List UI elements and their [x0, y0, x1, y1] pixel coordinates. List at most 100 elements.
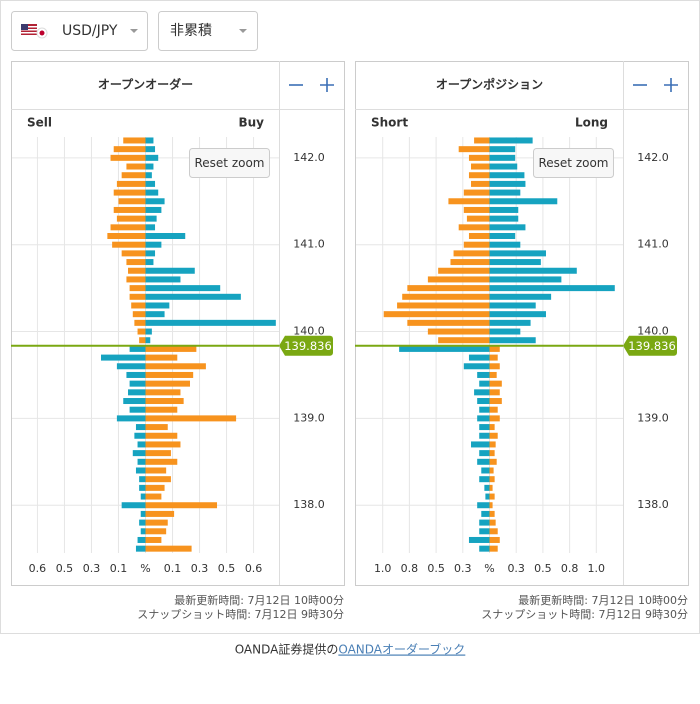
bar	[489, 424, 495, 431]
bar	[489, 250, 546, 257]
bar	[489, 206, 519, 213]
bar	[145, 510, 175, 517]
x-tick-label: 0.8	[401, 562, 419, 575]
bar	[479, 476, 490, 483]
bar	[145, 163, 154, 170]
y-tick-label: 138.0	[293, 498, 325, 511]
bar	[458, 224, 490, 231]
bar	[489, 285, 615, 292]
x-tick-label: %	[140, 562, 150, 575]
bar	[471, 180, 490, 187]
bar	[489, 545, 498, 552]
mode-label: 非累積	[170, 23, 212, 39]
bar	[489, 493, 495, 500]
bar	[145, 545, 192, 552]
bar	[438, 337, 490, 344]
bar	[438, 267, 490, 274]
bar	[116, 180, 146, 187]
bar	[489, 337, 536, 344]
bar	[463, 241, 490, 248]
zoom-in-button[interactable]	[320, 78, 334, 92]
footer-link[interactable]: OANDAオーダーブック	[338, 642, 465, 657]
pair-select[interactable]	[11, 11, 148, 51]
bar	[145, 528, 167, 535]
y-tick-label: 138.0	[637, 498, 669, 511]
mode-select[interactable]	[158, 11, 258, 51]
bar	[121, 502, 146, 509]
bar	[145, 502, 218, 509]
bar	[489, 293, 552, 300]
bar	[489, 354, 498, 361]
bar	[131, 302, 146, 309]
bar	[471, 163, 490, 170]
bar	[145, 319, 276, 326]
bar	[123, 398, 146, 405]
bar	[145, 450, 171, 457]
bar	[145, 293, 241, 300]
bar	[145, 519, 168, 526]
bar	[145, 389, 181, 396]
bar	[126, 163, 146, 170]
x-tick-label: 0.1	[164, 562, 182, 575]
bar	[489, 467, 494, 474]
bar	[489, 441, 496, 448]
reset-zoom-button[interactable]	[189, 148, 270, 178]
bar	[113, 206, 146, 213]
bar	[489, 458, 497, 465]
bar	[489, 406, 498, 413]
x-tick-label: 0.1	[110, 562, 128, 575]
bar	[468, 536, 490, 543]
x-tick-label: 0.3	[191, 562, 209, 575]
bar	[145, 467, 167, 474]
snapshot-time: スナップショット時間: 7月12日 9時30分	[481, 608, 688, 621]
bar	[145, 267, 195, 274]
current-price-label: 139.836	[284, 339, 332, 353]
bar	[110, 224, 146, 231]
bar	[477, 415, 490, 422]
bar	[135, 424, 146, 431]
reset-zoom-button[interactable]	[533, 148, 614, 178]
bar	[450, 259, 490, 266]
x-tick-label: 0.3	[507, 562, 525, 575]
bar	[458, 146, 490, 153]
bar	[489, 484, 493, 491]
bar	[113, 189, 146, 196]
bar	[466, 215, 490, 222]
current-price-tag	[623, 335, 677, 356]
bar	[489, 241, 521, 248]
bar	[145, 311, 165, 318]
bar	[132, 450, 146, 457]
bar	[407, 319, 490, 326]
bar	[126, 276, 146, 283]
bar	[145, 250, 156, 257]
bar	[399, 345, 490, 352]
bar	[427, 328, 490, 335]
bar	[135, 467, 146, 474]
bar	[474, 137, 490, 144]
y-tick-label: 142.0	[293, 151, 325, 164]
bar	[129, 406, 146, 413]
bar	[126, 371, 146, 378]
bar	[453, 250, 490, 257]
snapshot-time: スナップショット時間: 7月12日 9時30分	[137, 608, 344, 621]
bar	[489, 180, 526, 187]
bar	[489, 319, 531, 326]
bar	[489, 398, 502, 405]
bar	[145, 198, 165, 205]
bar	[479, 432, 490, 439]
bar	[477, 371, 490, 378]
bar	[140, 493, 146, 500]
bar	[145, 536, 162, 543]
side-label: Long	[575, 116, 608, 130]
bar	[489, 154, 516, 161]
bar	[126, 259, 146, 266]
bar	[484, 484, 490, 491]
zoom-in-button[interactable]	[664, 78, 678, 92]
bar	[129, 345, 146, 352]
side-label: Buy	[238, 116, 264, 130]
bar	[140, 528, 146, 535]
bar	[145, 398, 184, 405]
bar	[110, 154, 146, 161]
bar	[489, 259, 541, 266]
